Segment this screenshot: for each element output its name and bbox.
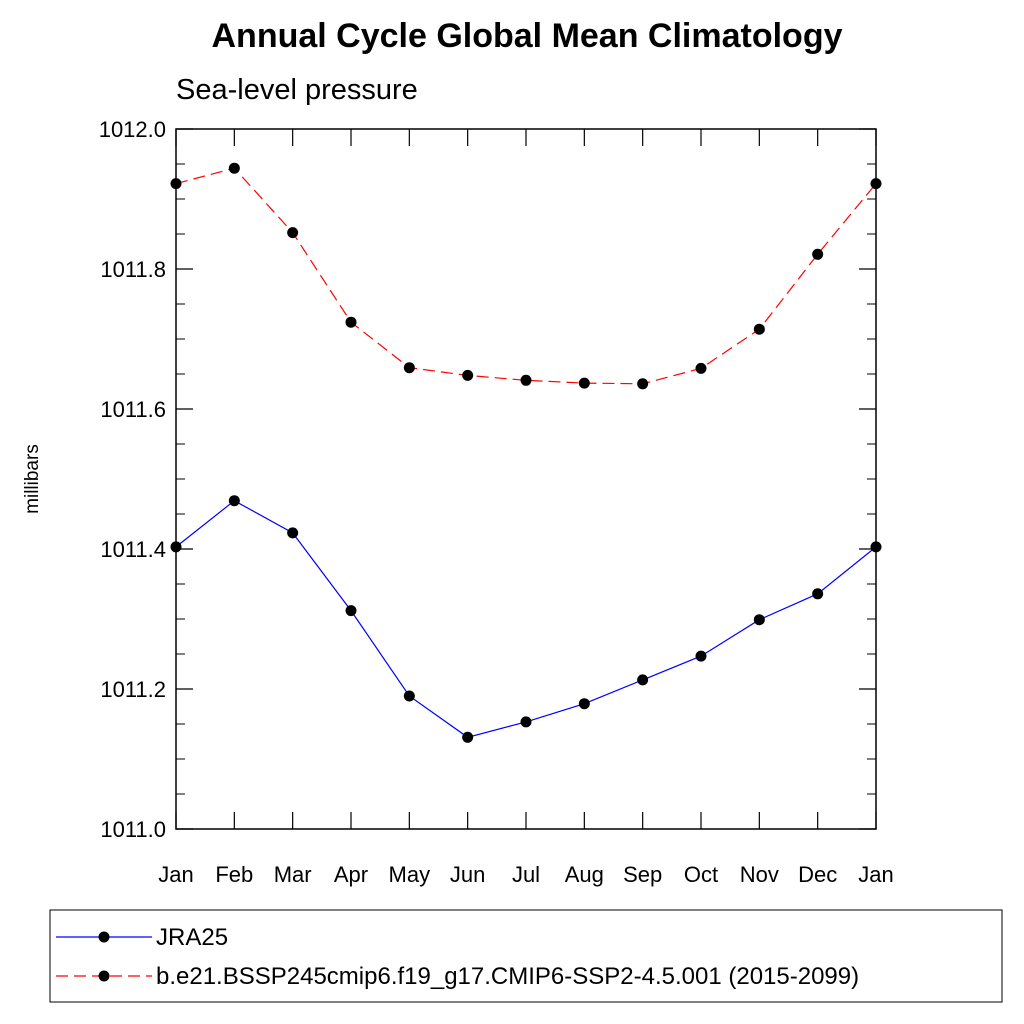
y-tick-label: 1011.2: [100, 677, 166, 702]
data-point: [753, 614, 765, 626]
data-point: [695, 362, 707, 374]
data-point: [228, 162, 240, 174]
data-point: [462, 731, 474, 743]
data-point: [578, 377, 590, 389]
legend-label: b.e21.BSSP245cmip6.f19_g17.CMIP6-SSP2-4.…: [156, 963, 859, 990]
data-point: [403, 690, 415, 702]
x-tick-label: Oct: [684, 862, 718, 887]
y-tick-label: 1012.0: [99, 117, 166, 142]
legend-label: JRA25: [156, 924, 228, 951]
data-point: [345, 605, 357, 617]
y-tick-label: 1011.0: [100, 817, 166, 842]
x-tick-label: Jan: [858, 862, 893, 887]
x-tick-label: Nov: [740, 862, 779, 887]
x-tick-label: Aug: [565, 862, 604, 887]
legend-marker: [98, 931, 110, 943]
chart-subtitle: Sea-level pressure: [176, 74, 418, 106]
legend: JRA25 b.e21.BSSP245cmip6.f19_g17.CMIP6-SS…: [56, 924, 859, 990]
x-tick-labels: Jan Feb Mar Apr May Jun Jul Aug Sep Oct Nov Dec Jan: [158, 862, 893, 887]
data-point: [345, 316, 357, 328]
data-point: [520, 374, 532, 386]
y-tick-label: 1011.6: [100, 397, 166, 422]
y-tick-labels: 1011.0 1011.2 1011.4 1011.6 1011.8 1012.0: [99, 117, 166, 842]
data-point: [170, 178, 182, 190]
chart-title: Annual Cycle Global Mean Climatology: [212, 17, 843, 55]
x-tick-label: Feb: [215, 862, 253, 887]
data-point: [870, 178, 882, 190]
x-tick-label: Jan: [158, 862, 193, 887]
legend-marker: [98, 970, 110, 982]
y-tick-label: 1011.4: [100, 537, 166, 562]
data-point: [870, 541, 882, 553]
data-point: [637, 674, 649, 686]
data-point: [812, 588, 824, 600]
x-tick-label: Sep: [623, 862, 662, 887]
x-tick-label: Mar: [274, 862, 312, 887]
data-point: [812, 248, 824, 260]
data-point: [462, 369, 474, 381]
x-tick-label: May: [389, 862, 431, 887]
x-tick-label: Apr: [334, 862, 368, 887]
x-tick-label: Jul: [512, 862, 540, 887]
data-point: [287, 227, 299, 239]
legend-box: [49, 909, 1003, 1003]
data-point: [578, 698, 590, 710]
axis-ticks: [175, 128, 877, 830]
data-point: [228, 495, 240, 507]
y-axis-label: millibars: [22, 444, 43, 514]
x-tick-label: Jun: [450, 862, 485, 887]
x-tick-label: Dec: [798, 862, 837, 887]
data-point: [170, 541, 182, 553]
series-group: [170, 162, 882, 743]
data-point: [637, 378, 649, 390]
data-point: [403, 362, 415, 374]
series-line: [175, 499, 877, 738]
data-point: [287, 527, 299, 539]
data-point: [520, 716, 532, 728]
series-line: [175, 167, 877, 385]
y-tick-label: 1011.8: [100, 257, 166, 282]
data-point: [753, 323, 765, 335]
data-point: [695, 650, 707, 662]
